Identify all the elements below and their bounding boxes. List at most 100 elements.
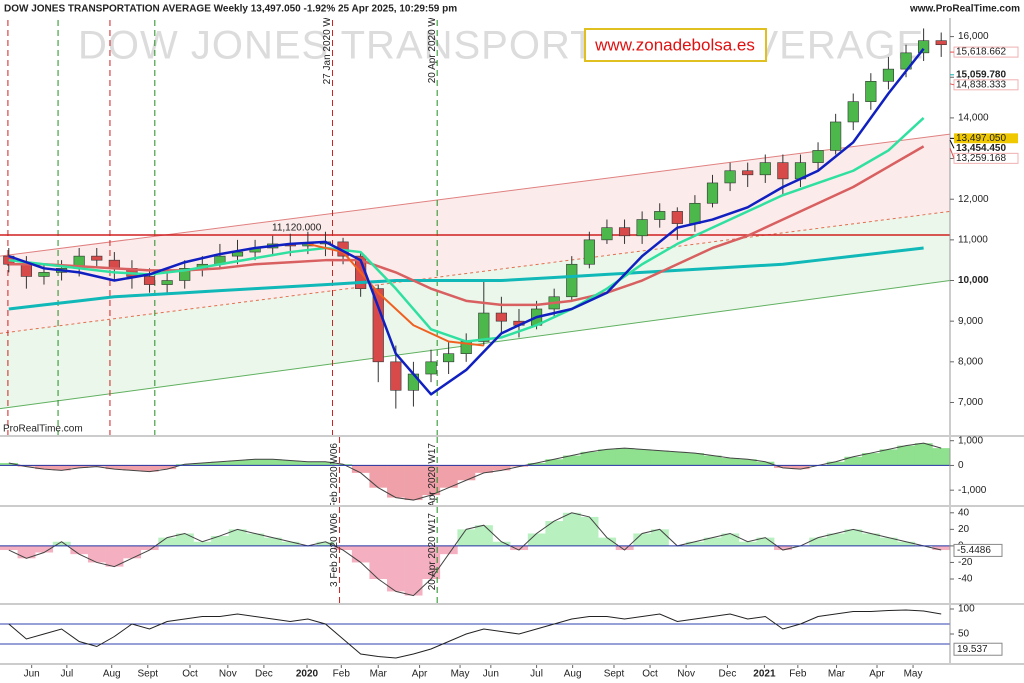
oscillator-area bbox=[703, 455, 722, 466]
x-tick-label: Jul bbox=[530, 669, 543, 680]
website-box bbox=[584, 28, 767, 62]
oscillator-area bbox=[404, 545, 423, 596]
oscillator-area bbox=[457, 465, 476, 481]
oscillator-area bbox=[686, 453, 705, 466]
oscillator-area bbox=[246, 459, 265, 466]
oscillator-area bbox=[0, 545, 18, 551]
oscillator-area bbox=[158, 537, 177, 546]
x-tick-label: 2020 bbox=[296, 669, 319, 680]
y-tick-label: 11,000 bbox=[958, 235, 988, 246]
oscillator-line bbox=[8, 442, 942, 501]
candle-body bbox=[583, 239, 595, 265]
candle-body bbox=[179, 268, 191, 281]
x-tick-label: Jun bbox=[483, 669, 499, 680]
oscillator-area bbox=[70, 545, 89, 555]
oscillator-area bbox=[175, 464, 194, 466]
y-tick-label: 12,000 bbox=[958, 194, 989, 205]
oscillator-area bbox=[316, 541, 335, 546]
oscillator-area bbox=[369, 545, 388, 579]
x-tick-label: Sept bbox=[604, 669, 625, 680]
panel: 3 Feb 2020 W06 20 Apr 2020 W17 bbox=[0, 507, 950, 603]
price-label-box bbox=[954, 69, 1018, 80]
oscillator-area bbox=[580, 516, 599, 546]
candle-body bbox=[390, 361, 402, 391]
oscillator-area bbox=[457, 529, 476, 546]
moving-average bbox=[8, 48, 925, 396]
x-tick-label: Mar bbox=[370, 669, 388, 680]
candle-body bbox=[706, 182, 719, 204]
price-label: 14,838.333 bbox=[956, 79, 1006, 90]
oscillator-area bbox=[756, 537, 775, 546]
moving-average bbox=[8, 246, 924, 311]
candle-body bbox=[935, 40, 947, 46]
price-label-box bbox=[954, 143, 1018, 154]
oscillator-area bbox=[17, 465, 36, 467]
oscillator-area bbox=[316, 461, 335, 466]
oscillator-area bbox=[545, 521, 564, 546]
x-tick-label: Jun bbox=[24, 669, 40, 680]
oscillator-area bbox=[35, 545, 54, 553]
candle-body bbox=[478, 312, 490, 342]
x-tick-label: Mar bbox=[828, 669, 846, 680]
oscillator-area bbox=[52, 465, 71, 471]
oscillator-area bbox=[228, 460, 247, 466]
oscillator-area bbox=[703, 537, 722, 546]
candle-body bbox=[636, 219, 648, 237]
oscillator-area bbox=[105, 465, 124, 470]
last-value: 19.537 bbox=[957, 644, 988, 655]
oscillator-area bbox=[263, 459, 282, 466]
candle-body bbox=[654, 211, 666, 220]
candle-body bbox=[443, 353, 455, 363]
x-tick-label: Dec bbox=[255, 669, 273, 680]
oscillator-area bbox=[932, 545, 950, 551]
channel-upper bbox=[0, 133, 950, 257]
oscillator-area bbox=[774, 465, 792, 468]
oscillator-area bbox=[246, 533, 265, 546]
candle-body bbox=[671, 211, 683, 224]
oscillator-area bbox=[897, 445, 916, 466]
oscillator-area bbox=[879, 449, 898, 466]
y-tick-label: 40 bbox=[958, 507, 970, 518]
watermark: DOW JONES TRANSPORTATION AVERAGE bbox=[78, 24, 924, 68]
y-tick-label: -40 bbox=[958, 574, 973, 585]
price-marker bbox=[949, 139, 955, 149]
x-tick-label: Dec bbox=[719, 669, 737, 680]
oscillator-area bbox=[615, 448, 634, 466]
oscillator-area bbox=[527, 462, 546, 466]
candle-body bbox=[425, 361, 437, 375]
channel-lower-area bbox=[0, 211, 950, 409]
oscillator-area bbox=[562, 455, 581, 466]
y-tick-label: 9,000 bbox=[958, 316, 983, 327]
oscillator-area bbox=[422, 465, 441, 496]
price-label: 13,497.050 bbox=[956, 133, 1006, 144]
chart-title: DOW JONES TRANSPORTATION AVERAGE Weekly … bbox=[4, 4, 457, 15]
oscillator-area bbox=[791, 465, 810, 470]
price-label-box bbox=[954, 133, 1018, 144]
oscillator-area bbox=[738, 541, 757, 546]
oscillator-area bbox=[615, 545, 634, 551]
oscillator-area bbox=[633, 449, 652, 466]
oscillator-area bbox=[228, 529, 247, 546]
oscillator-area bbox=[598, 449, 617, 466]
x-tick-label: Apr bbox=[412, 669, 428, 680]
event-label: 3 Feb 2020 W06 bbox=[329, 513, 340, 587]
chart-source: www.ProRealTime.com bbox=[909, 4, 1020, 15]
oscillator-area bbox=[334, 545, 353, 551]
oscillator-area bbox=[475, 525, 493, 546]
candle-body bbox=[566, 263, 578, 298]
candle-body bbox=[900, 52, 912, 70]
oscillator-area bbox=[492, 465, 511, 471]
panel bbox=[0, 609, 950, 659]
y-tick-label: 1,000 bbox=[958, 435, 983, 446]
oscillator-area bbox=[897, 541, 916, 546]
x-tick-label: May bbox=[451, 669, 470, 680]
oscillator-area bbox=[263, 537, 282, 546]
oscillator-area bbox=[510, 465, 529, 467]
oscillator-area bbox=[211, 461, 230, 466]
oscillator-area bbox=[844, 456, 863, 466]
oscillator-area bbox=[17, 545, 36, 559]
oscillator-area bbox=[527, 533, 546, 546]
x-tick-label: Sept bbox=[137, 669, 158, 680]
candle-body bbox=[91, 255, 103, 261]
x-tick-label: Oct bbox=[642, 669, 658, 680]
